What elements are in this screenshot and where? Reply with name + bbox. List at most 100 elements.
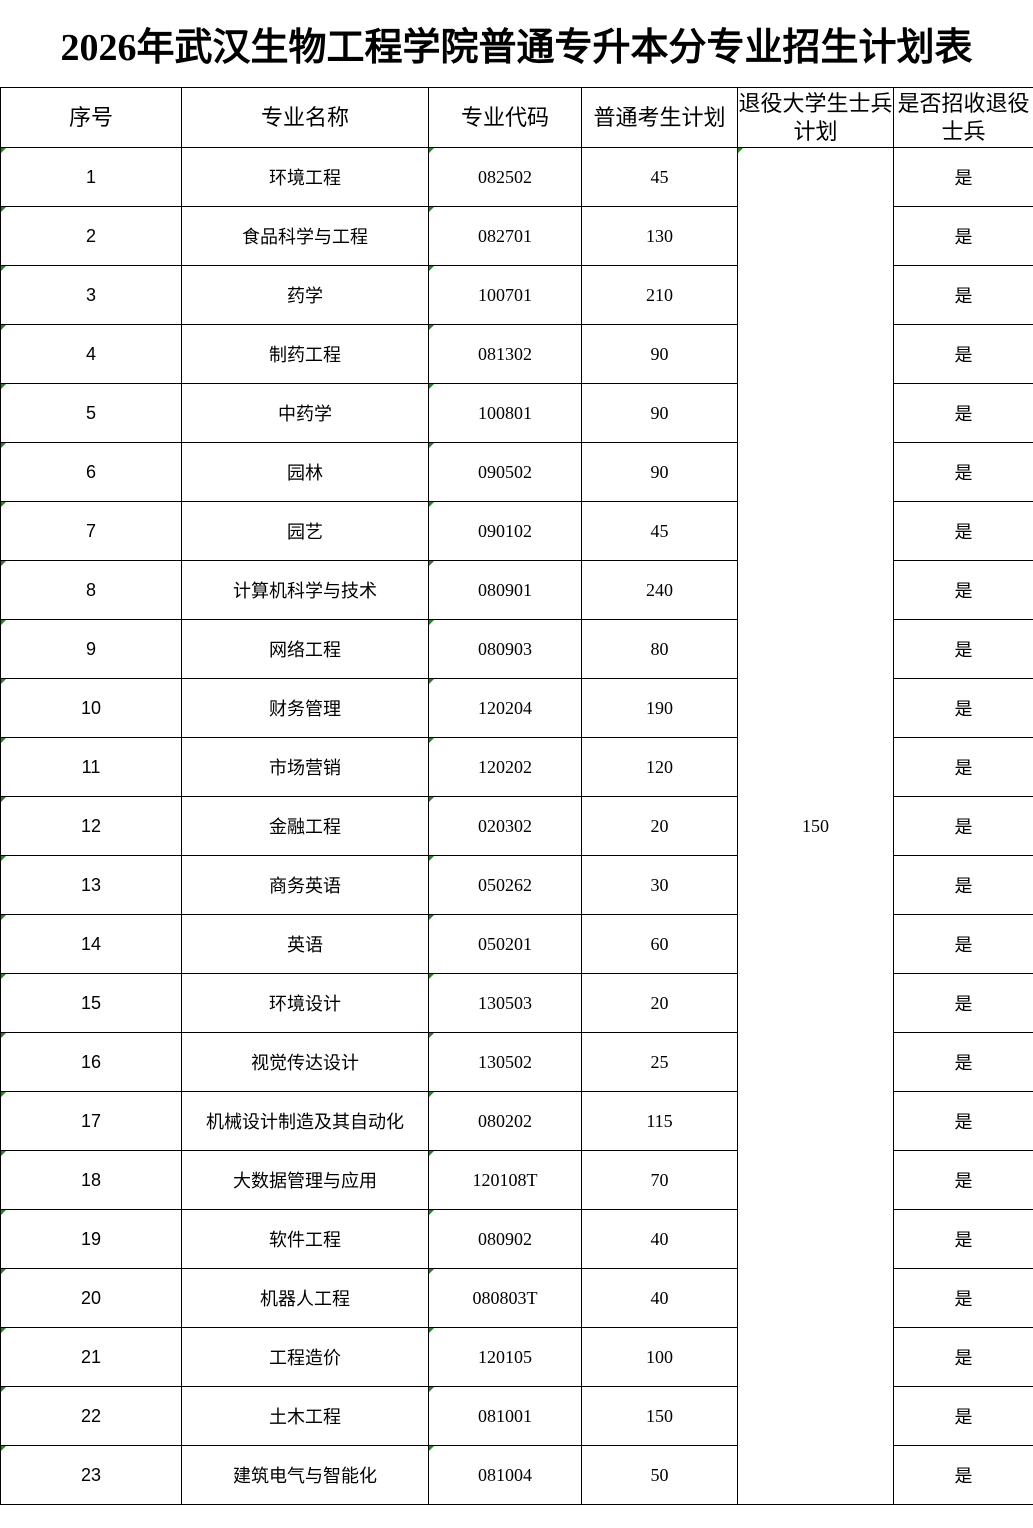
cell-name[interactable]: 园林 xyxy=(181,442,429,502)
cell-accept[interactable]: 是 xyxy=(893,796,1033,856)
cell-plan[interactable]: 40 xyxy=(581,1268,738,1328)
cell-no[interactable]: 2 xyxy=(0,206,182,266)
cell-no[interactable]: 11 xyxy=(0,737,182,797)
cell-plan[interactable]: 210 xyxy=(581,265,738,325)
cell-name[interactable]: 视觉传达设计 xyxy=(181,1032,429,1092)
cell-name[interactable]: 金融工程 xyxy=(181,796,429,856)
cell-code[interactable]: 082502 xyxy=(428,147,582,207)
cell-name[interactable]: 市场营销 xyxy=(181,737,429,797)
cell-accept[interactable]: 是 xyxy=(893,619,1033,679)
cell-name[interactable]: 食品科学与工程 xyxy=(181,206,429,266)
cell-name[interactable]: 商务英语 xyxy=(181,855,429,915)
cell-accept[interactable]: 是 xyxy=(893,1150,1033,1210)
cell-code[interactable]: 120202 xyxy=(428,737,582,797)
cell-no[interactable]: 13 xyxy=(0,855,182,915)
cell-code[interactable]: 050262 xyxy=(428,855,582,915)
cell-no[interactable]: 7 xyxy=(0,501,182,561)
cell-plan[interactable]: 100 xyxy=(581,1327,738,1387)
cell-no[interactable]: 9 xyxy=(0,619,182,679)
cell-code[interactable]: 120108T xyxy=(428,1150,582,1210)
cell-plan[interactable]: 190 xyxy=(581,678,738,738)
cell-code[interactable]: 020302 xyxy=(428,796,582,856)
cell-accept[interactable]: 是 xyxy=(893,1091,1033,1151)
cell-accept[interactable]: 是 xyxy=(893,383,1033,443)
cell-no[interactable]: 22 xyxy=(0,1386,182,1446)
cell-no[interactable]: 18 xyxy=(0,1150,182,1210)
cell-plan[interactable]: 240 xyxy=(581,560,738,620)
cell-veteran-plan-merged[interactable]: 150 xyxy=(737,147,894,1505)
cell-accept[interactable]: 是 xyxy=(893,1268,1033,1328)
cell-plan[interactable]: 25 xyxy=(581,1032,738,1092)
cell-no[interactable]: 6 xyxy=(0,442,182,502)
cell-no[interactable]: 17 xyxy=(0,1091,182,1151)
cell-no[interactable]: 15 xyxy=(0,973,182,1033)
cell-name[interactable]: 财务管理 xyxy=(181,678,429,738)
cell-accept[interactable]: 是 xyxy=(893,560,1033,620)
cell-code[interactable]: 100701 xyxy=(428,265,582,325)
cell-plan[interactable]: 20 xyxy=(581,973,738,1033)
cell-code[interactable]: 120105 xyxy=(428,1327,582,1387)
cell-accept[interactable]: 是 xyxy=(893,206,1033,266)
cell-code[interactable]: 081302 xyxy=(428,324,582,384)
cell-code[interactable]: 080903 xyxy=(428,619,582,679)
cell-code[interactable]: 080901 xyxy=(428,560,582,620)
cell-code[interactable]: 120204 xyxy=(428,678,582,738)
cell-no[interactable]: 21 xyxy=(0,1327,182,1387)
cell-name[interactable]: 机器人工程 xyxy=(181,1268,429,1328)
cell-code[interactable]: 050201 xyxy=(428,914,582,974)
cell-plan[interactable]: 150 xyxy=(581,1386,738,1446)
cell-name[interactable]: 药学 xyxy=(181,265,429,325)
cell-code[interactable]: 130503 xyxy=(428,973,582,1033)
cell-accept[interactable]: 是 xyxy=(893,678,1033,738)
cell-name[interactable]: 环境工程 xyxy=(181,147,429,207)
cell-name[interactable]: 软件工程 xyxy=(181,1209,429,1269)
cell-accept[interactable]: 是 xyxy=(893,737,1033,797)
cell-code[interactable]: 090502 xyxy=(428,442,582,502)
cell-accept[interactable]: 是 xyxy=(893,1445,1033,1505)
cell-accept[interactable]: 是 xyxy=(893,1209,1033,1269)
cell-code[interactable]: 130502 xyxy=(428,1032,582,1092)
cell-accept[interactable]: 是 xyxy=(893,265,1033,325)
cell-no[interactable]: 3 xyxy=(0,265,182,325)
cell-no[interactable]: 14 xyxy=(0,914,182,974)
cell-name[interactable]: 网络工程 xyxy=(181,619,429,679)
cell-code[interactable]: 081001 xyxy=(428,1386,582,1446)
cell-accept[interactable]: 是 xyxy=(893,324,1033,384)
cell-no[interactable]: 19 xyxy=(0,1209,182,1269)
cell-plan[interactable]: 50 xyxy=(581,1445,738,1505)
cell-code[interactable]: 082701 xyxy=(428,206,582,266)
cell-accept[interactable]: 是 xyxy=(893,501,1033,561)
cell-plan[interactable]: 45 xyxy=(581,147,738,207)
cell-code[interactable]: 080902 xyxy=(428,1209,582,1269)
cell-accept[interactable]: 是 xyxy=(893,855,1033,915)
cell-plan[interactable]: 40 xyxy=(581,1209,738,1269)
cell-name[interactable]: 中药学 xyxy=(181,383,429,443)
cell-name[interactable]: 土木工程 xyxy=(181,1386,429,1446)
cell-accept[interactable]: 是 xyxy=(893,147,1033,207)
cell-no[interactable]: 10 xyxy=(0,678,182,738)
cell-code[interactable]: 081004 xyxy=(428,1445,582,1505)
cell-plan[interactable]: 130 xyxy=(581,206,738,266)
cell-name[interactable]: 机械设计制造及其自动化 xyxy=(181,1091,429,1151)
cell-no[interactable]: 5 xyxy=(0,383,182,443)
cell-accept[interactable]: 是 xyxy=(893,1386,1033,1446)
cell-plan[interactable]: 60 xyxy=(581,914,738,974)
cell-no[interactable]: 20 xyxy=(0,1268,182,1328)
cell-code[interactable]: 090102 xyxy=(428,501,582,561)
cell-accept[interactable]: 是 xyxy=(893,973,1033,1033)
cell-name[interactable]: 大数据管理与应用 xyxy=(181,1150,429,1210)
cell-name[interactable]: 计算机科学与技术 xyxy=(181,560,429,620)
cell-name[interactable]: 制药工程 xyxy=(181,324,429,384)
cell-accept[interactable]: 是 xyxy=(893,1327,1033,1387)
cell-plan[interactable]: 90 xyxy=(581,324,738,384)
cell-plan[interactable]: 20 xyxy=(581,796,738,856)
cell-name[interactable]: 园艺 xyxy=(181,501,429,561)
cell-code[interactable]: 080202 xyxy=(428,1091,582,1151)
cell-name[interactable]: 英语 xyxy=(181,914,429,974)
cell-plan[interactable]: 70 xyxy=(581,1150,738,1210)
cell-plan[interactable]: 90 xyxy=(581,442,738,502)
cell-plan[interactable]: 45 xyxy=(581,501,738,561)
cell-plan[interactable]: 80 xyxy=(581,619,738,679)
cell-name[interactable]: 建筑电气与智能化 xyxy=(181,1445,429,1505)
cell-plan[interactable]: 90 xyxy=(581,383,738,443)
